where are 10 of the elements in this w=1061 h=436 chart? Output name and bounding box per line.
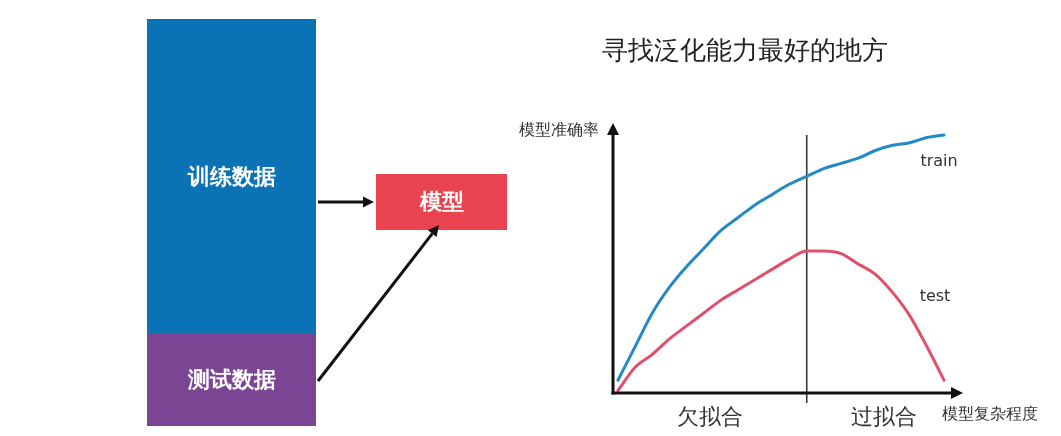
series-label: test (919, 286, 951, 306)
text: 训练数据 (187, 162, 276, 191)
text: 模型 (419, 188, 464, 216)
y-axis-title: 模型准确率 (519, 120, 599, 140)
series-label: train (920, 151, 958, 171)
text: 测试数据 (187, 366, 276, 394)
x-axis-title: 模型复杂程度 (942, 404, 1038, 424)
text: 过拟合 (851, 403, 918, 429)
text: 欠拟合 (676, 403, 743, 429)
chart-title: 寻找泛化能力最好的地方 (602, 34, 888, 65)
